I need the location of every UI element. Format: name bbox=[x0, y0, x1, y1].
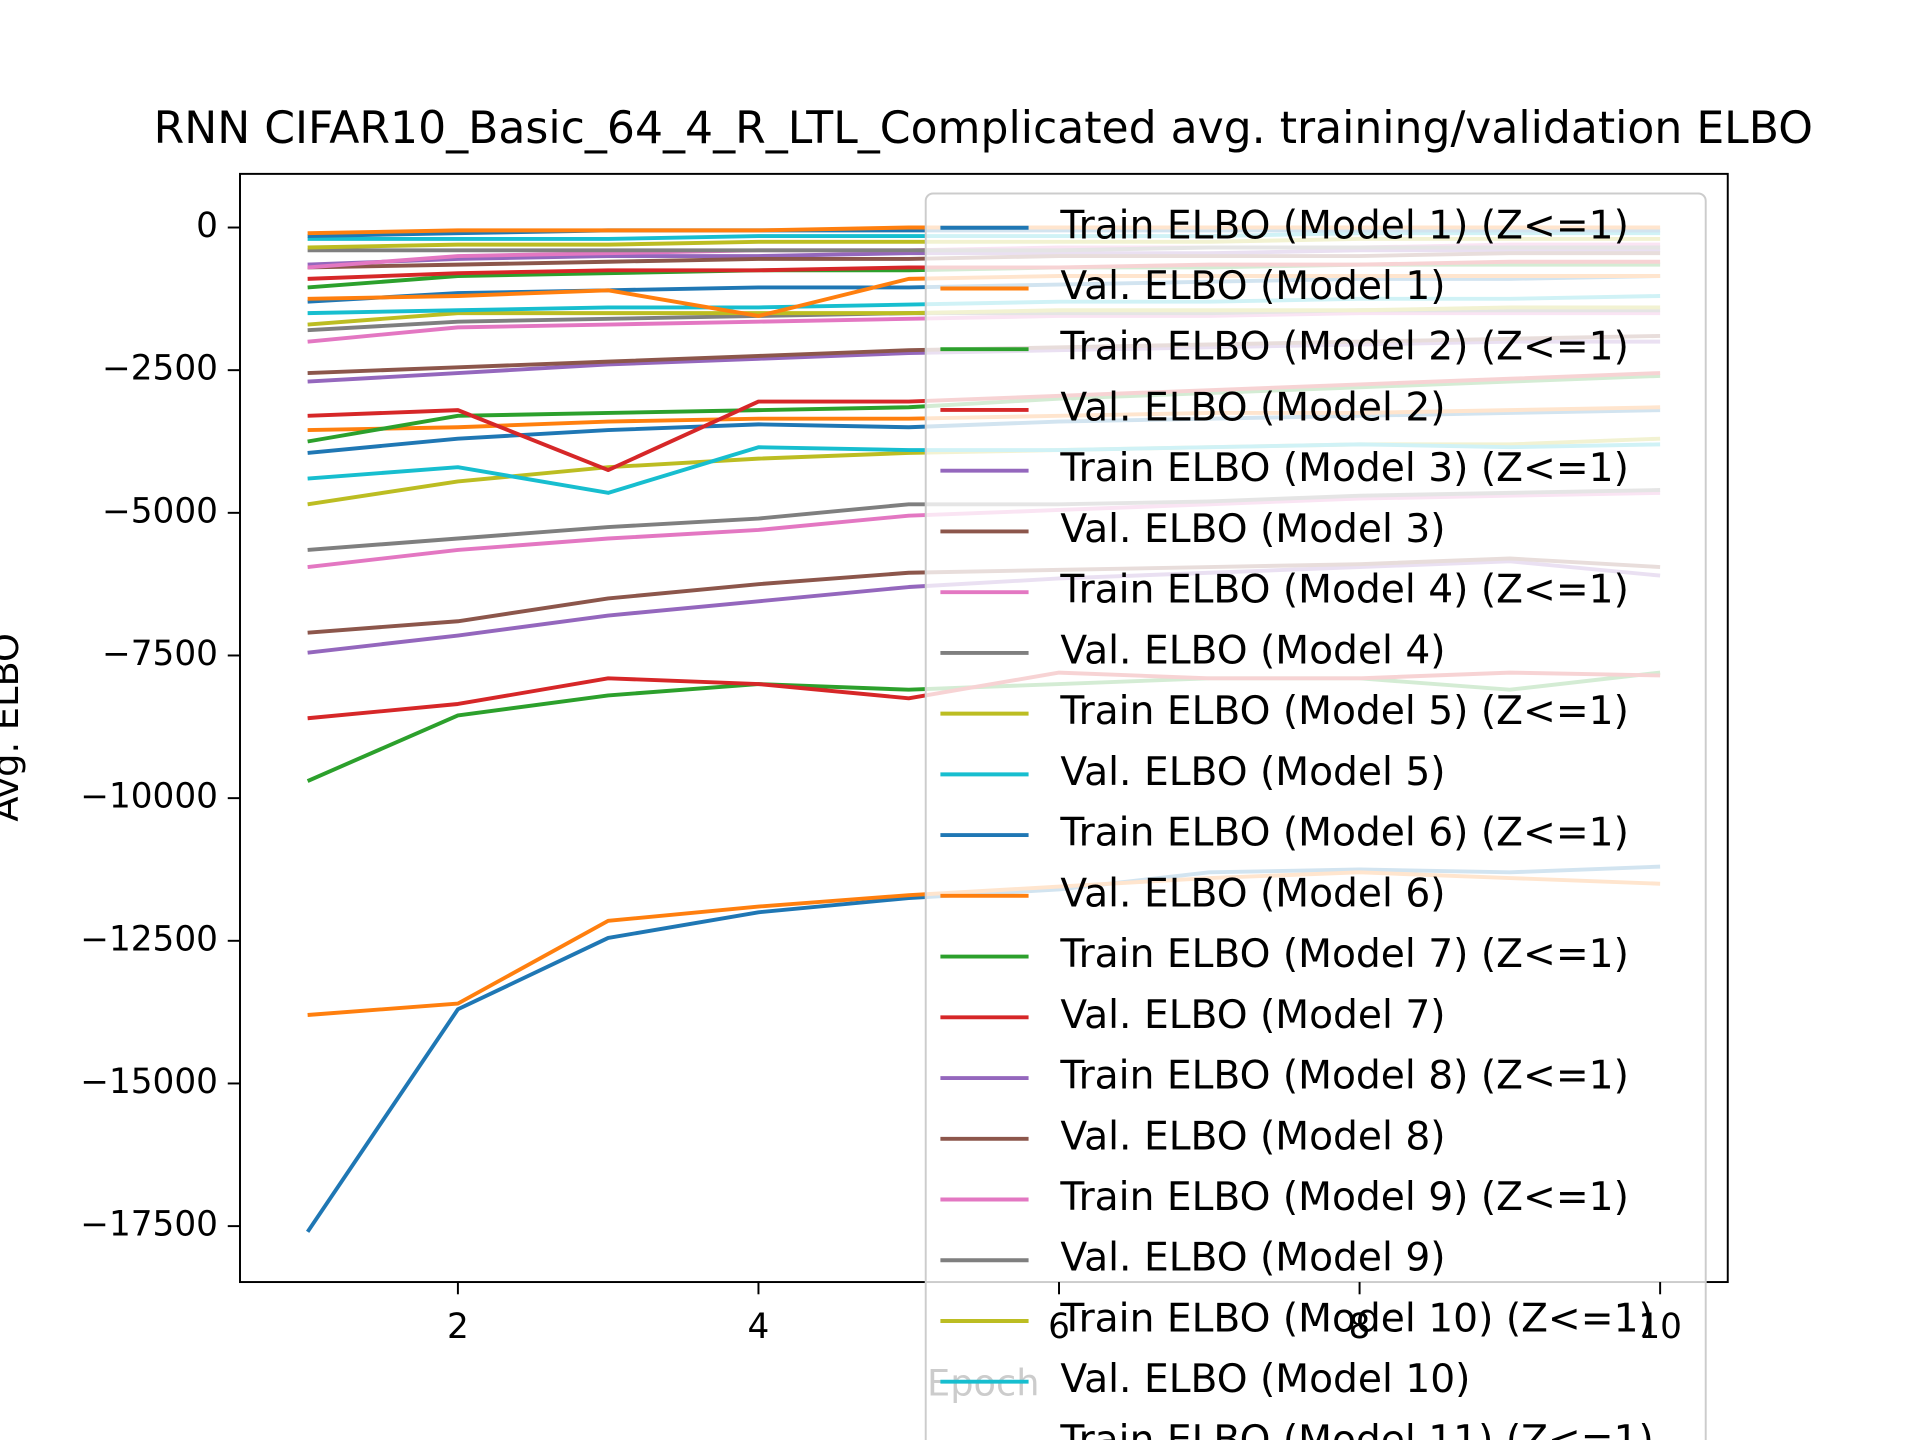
y-tick-label: −2500 bbox=[102, 349, 218, 389]
legend-label: Train ELBO (Model 4) (Z<=1) bbox=[1059, 568, 1628, 613]
y-tick-label: −12500 bbox=[80, 919, 218, 959]
y-tick-label: −10000 bbox=[80, 777, 218, 817]
legend-label: Val. ELBO (Model 2) bbox=[1060, 385, 1445, 430]
chart-title: RNN CIFAR10_Basic_64_4_R_LTL_Complicated… bbox=[154, 103, 1813, 154]
legend-label: Val. ELBO (Model 4) bbox=[1060, 628, 1445, 673]
x-tick-label: 8 bbox=[1349, 1307, 1371, 1347]
legend-label: Train ELBO (Model 8) (Z<=1) bbox=[1059, 1054, 1628, 1099]
legend-label: Train ELBO (Model 10) (Z<=1) bbox=[1059, 1296, 1653, 1341]
legend-label: Train ELBO (Model 11) (Z<=1) bbox=[1059, 1418, 1653, 1440]
y-axis-label: Avg. ELBO bbox=[0, 633, 27, 821]
legend-label: Val. ELBO (Model 9) bbox=[1060, 1236, 1445, 1281]
y-tick-label: −7500 bbox=[102, 634, 218, 674]
legend-label: Val. ELBO (Model 5) bbox=[1060, 750, 1445, 795]
legend-label: Val. ELBO (Model 1) bbox=[1060, 264, 1445, 309]
legend-label: Train ELBO (Model 9) (Z<=1) bbox=[1059, 1175, 1628, 1220]
y-tick-label: −17500 bbox=[80, 1205, 218, 1245]
legend-label: Val. ELBO (Model 6) bbox=[1060, 871, 1445, 916]
legend-label: Val. ELBO (Model 7) bbox=[1060, 993, 1445, 1038]
legend-box bbox=[924, 192, 1707, 1440]
y-tick-label: 0 bbox=[196, 206, 218, 246]
legend-label: Val. ELBO (Model 8) bbox=[1060, 1114, 1445, 1159]
x-tick-label: 4 bbox=[748, 1307, 770, 1347]
legend-label: Train ELBO (Model 5) (Z<=1) bbox=[1059, 689, 1628, 734]
legend-label: Train ELBO (Model 6) (Z<=1) bbox=[1059, 811, 1628, 856]
y-tick-label: −5000 bbox=[102, 491, 218, 531]
legend-label: Train ELBO (Model 3) (Z<=1) bbox=[1059, 446, 1628, 491]
legend-label: Train ELBO (Model 1) (Z<=1) bbox=[1059, 203, 1628, 248]
x-tick-label: 2 bbox=[447, 1307, 469, 1347]
legend: Train ELBO (Model 1) (Z<=1) Val. ELBO (Mo… bbox=[924, 192, 1707, 1440]
legend-label: Train ELBO (Model 2) (Z<=1) bbox=[1059, 325, 1628, 370]
x-tick-label: 6 bbox=[1048, 1307, 1070, 1347]
legend-label: Train ELBO (Model 7) (Z<=1) bbox=[1059, 932, 1628, 977]
x-tick-label: 10 bbox=[1638, 1307, 1682, 1347]
legend-label: Val. ELBO (Model 3) bbox=[1060, 507, 1445, 552]
legend-label: Val. ELBO (Model 10) bbox=[1060, 1357, 1470, 1402]
y-tick-label: −15000 bbox=[80, 1062, 218, 1102]
